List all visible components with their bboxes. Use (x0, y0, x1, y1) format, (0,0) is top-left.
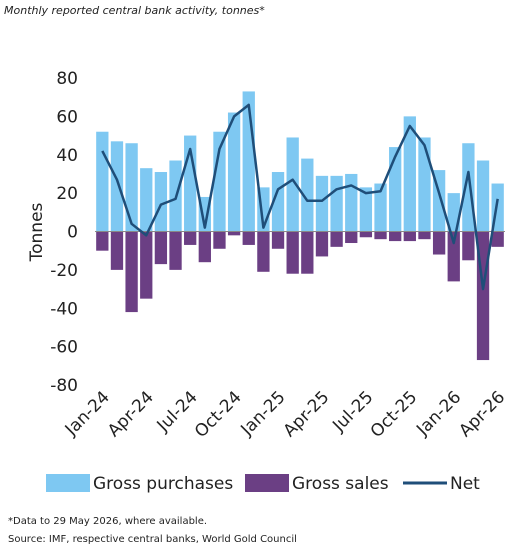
bar (257, 231, 270, 272)
bar (447, 231, 460, 282)
bar (227, 231, 241, 236)
bar (213, 231, 226, 249)
bar (432, 231, 446, 255)
net-line (101, 103, 499, 291)
bar (491, 231, 504, 247)
legend-label: Gross purchases (93, 474, 233, 494)
y-tick-label: -20 (50, 261, 78, 281)
x-tick-label: Apr-24 (104, 387, 158, 441)
y-tick-label: 60 (56, 107, 78, 127)
legend-label: Net (450, 474, 480, 494)
bar (462, 231, 475, 261)
bar (403, 116, 416, 232)
y-tick-label: -80 (50, 376, 78, 396)
bar (154, 172, 168, 232)
bar (359, 231, 373, 238)
bar (154, 231, 168, 265)
bar (462, 143, 475, 232)
bar (110, 141, 124, 232)
bar (125, 143, 138, 232)
bar (286, 137, 299, 232)
bar (389, 147, 402, 232)
bar (184, 231, 197, 245)
legend-swatch (245, 474, 289, 492)
bar (374, 231, 387, 240)
legend-swatch (46, 474, 90, 492)
bar (389, 231, 402, 242)
bar (110, 231, 124, 270)
bar (345, 231, 358, 244)
bar (315, 231, 329, 257)
x-tick-label: Apr-26 (455, 387, 507, 441)
x-tick-label: Oct-24 (191, 387, 246, 442)
bar (140, 168, 153, 232)
x-tick-label: Apr-25 (280, 387, 334, 441)
bar (359, 187, 373, 232)
bar (96, 231, 109, 251)
bar (418, 231, 431, 240)
x-tick-label: Jan-25 (237, 387, 290, 440)
bar (213, 131, 226, 232)
y-tick-label: 80 (56, 69, 78, 89)
x-tick-label: Jan-26 (412, 387, 465, 440)
bar (476, 160, 490, 232)
y-tick-label: -40 (50, 299, 78, 319)
y-tick-label: 20 (56, 184, 78, 204)
bar (301, 231, 314, 274)
bar (96, 131, 109, 232)
x-tick-label: Oct-25 (367, 387, 422, 442)
bar (286, 231, 299, 274)
bar (330, 231, 343, 247)
bar (271, 231, 285, 249)
bar (125, 231, 138, 313)
bar (301, 158, 314, 232)
bar (315, 175, 329, 232)
bar (374, 183, 387, 232)
bar (242, 231, 255, 245)
y-tick-label: 40 (56, 146, 78, 166)
bar (403, 231, 416, 242)
legend-label: Gross sales (292, 474, 389, 494)
y-tick-label: 0 (67, 223, 78, 243)
footnote: Source: IMF, respective central banks, W… (8, 534, 297, 545)
y-tick-label: -60 (50, 338, 78, 358)
bar (140, 231, 153, 299)
footnote: *Data to 29 May 2026, where available. (8, 516, 207, 527)
bar (227, 112, 241, 232)
bar (198, 231, 211, 263)
bar (418, 137, 431, 232)
y-axis-title: Tonnes (27, 202, 47, 262)
bar (447, 193, 460, 232)
bar (345, 173, 358, 232)
bar (169, 231, 182, 270)
chart-title: Monthly reported central bank activity, … (4, 4, 265, 17)
bar (330, 175, 343, 232)
